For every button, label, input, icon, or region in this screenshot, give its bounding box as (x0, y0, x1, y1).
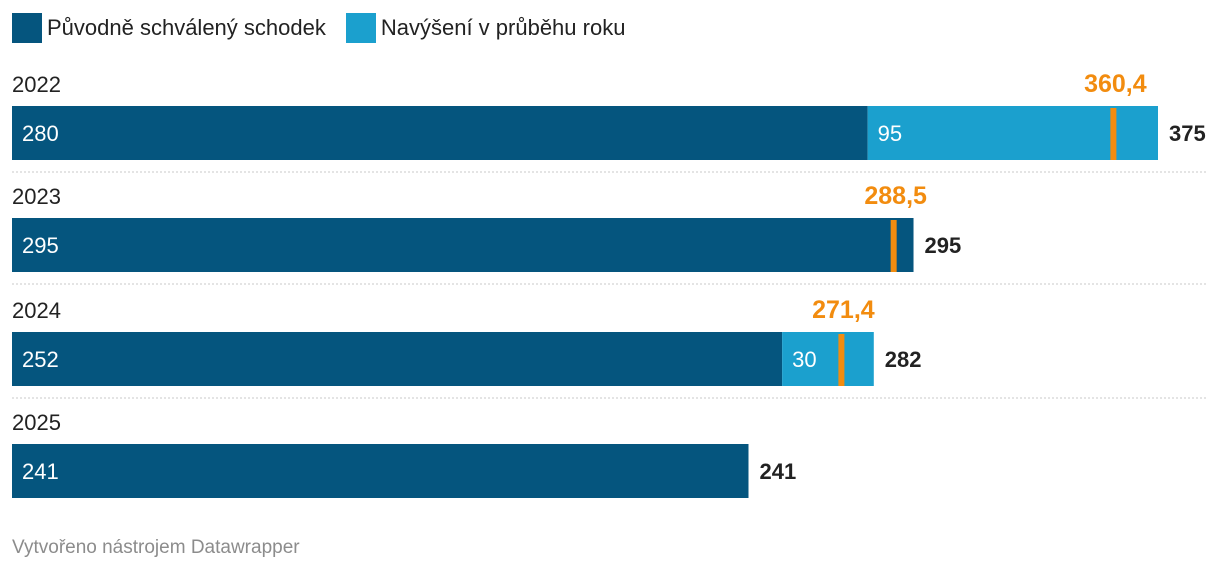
marker-line-2023 (890, 220, 897, 272)
marker-label-2023: 288,5 (864, 182, 927, 210)
bar-value-2024-series-0: 252 (22, 347, 59, 372)
bar-value-2022-series-1: 95 (878, 121, 902, 146)
bar-value-2025-series-0: 241 (22, 459, 59, 484)
legend-swatch-increase (345, 13, 376, 43)
bar-2024-series-1 (782, 332, 874, 386)
legend-label-increase: Navýšení v průběhu roku (380, 15, 626, 40)
marker-label-2024: 271,4 (812, 296, 875, 324)
year-label-2025: 2025 (12, 410, 61, 435)
total-label-2024: 282 (885, 347, 922, 372)
footer-credit: Vytvořeno nástrojem Datawrapper (12, 537, 300, 558)
bar-2022-series-0 (12, 106, 868, 160)
marker-line-2024 (838, 334, 845, 386)
legend: Původně schválený schodek Navýšení v prů… (12, 13, 645, 43)
marker-line-2022 (1110, 108, 1117, 160)
legend-item-increase: Navýšení v průběhu roku (345, 13, 626, 43)
bar-2022-series-1 (867, 106, 1158, 160)
total-label-2025: 241 (759, 459, 796, 484)
bar-value-2024-series-1: 30 (792, 347, 816, 372)
legend-item-original: Původně schválený schodek (12, 13, 326, 43)
total-label-2023: 295 (925, 233, 962, 258)
marker-label-2022: 360,4 (1084, 70, 1147, 98)
bar-value-2022-series-0: 280 (22, 121, 59, 146)
bar-2025-series-0 (12, 444, 749, 498)
year-label-2023: 2023 (12, 184, 61, 209)
total-label-2022: 375 (1169, 121, 1206, 146)
bar-2023-series-0 (12, 218, 914, 272)
legend-swatch-original (12, 13, 42, 43)
year-label-2022: 2022 (12, 72, 61, 97)
legend-label-original: Původně schválený schodek (47, 15, 326, 40)
year-label-2024: 2024 (12, 298, 61, 323)
bar-value-2023-series-0: 295 (22, 233, 59, 258)
bar-2024-series-0 (12, 332, 783, 386)
